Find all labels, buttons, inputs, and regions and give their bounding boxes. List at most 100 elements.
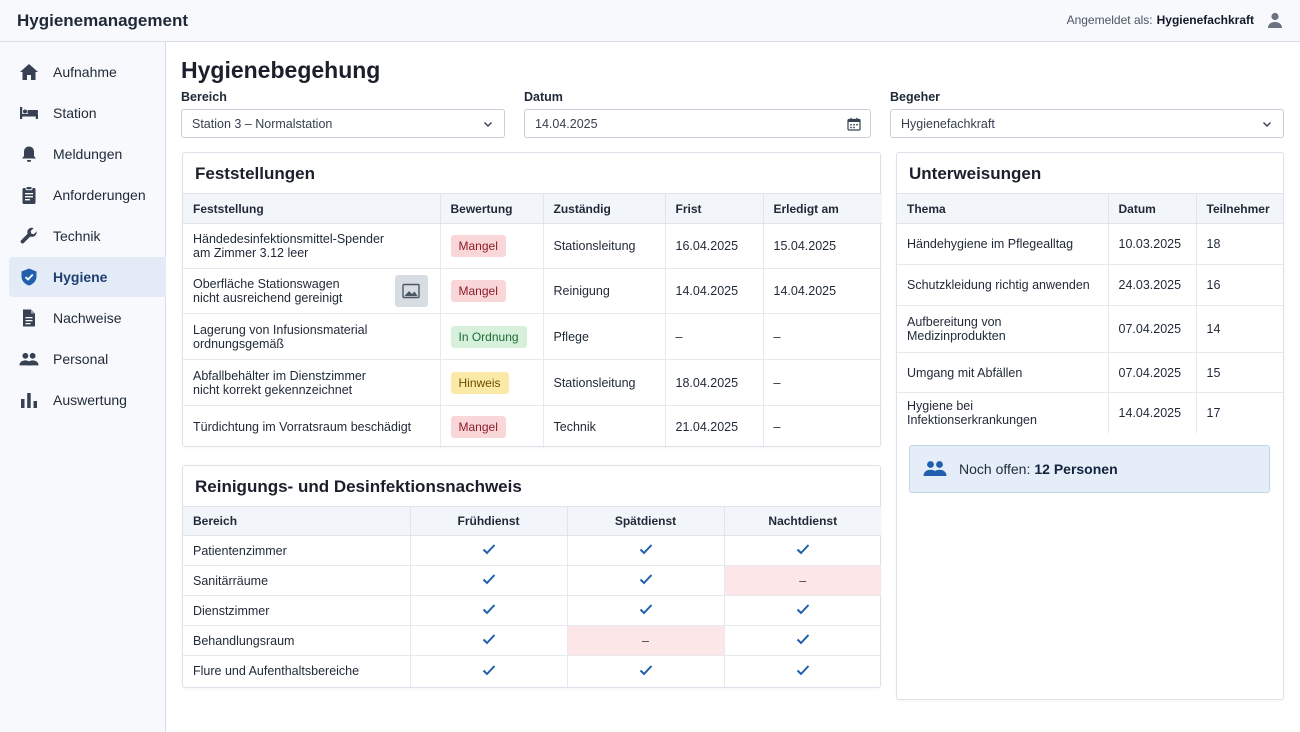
datum-value: 14.04.2025 bbox=[535, 117, 598, 131]
bed-icon bbox=[19, 103, 39, 123]
finding-text: nicht ausreichend gereinigt bbox=[193, 291, 343, 305]
check-icon bbox=[796, 665, 809, 676]
responsible-cell: Pflege bbox=[543, 313, 666, 360]
finding-text: am Zimmer 3.12 leer bbox=[193, 246, 309, 260]
done-cell: – bbox=[763, 313, 882, 360]
sidebar-item-anforderungen[interactable]: Anforderungen bbox=[9, 175, 166, 215]
area-cell: Behandlungsraum bbox=[183, 625, 411, 656]
finding-text: Türdichtung im Vorratsraum beschädigt bbox=[193, 419, 412, 434]
begeher-value: Hygienefachkraft bbox=[901, 117, 995, 131]
shield-icon bbox=[19, 267, 39, 287]
user-info[interactable]: Angemeldet als: Hygienefachkraft bbox=[1067, 11, 1284, 29]
topic-text: Schutzkleidung richtig anwenden bbox=[907, 278, 1090, 292]
deadline-cell: 16.04.2025 bbox=[665, 223, 764, 269]
status-badge: Hinweis bbox=[450, 371, 509, 394]
check-cell[interactable] bbox=[410, 595, 568, 626]
calendar-icon[interactable] bbox=[847, 117, 861, 131]
date-cell: 24.03.2025 bbox=[1108, 264, 1197, 306]
feststellungen-card: Feststellungen Feststellung Bewertung Zu… bbox=[182, 152, 882, 448]
check-cell[interactable] bbox=[410, 565, 568, 596]
people-icon bbox=[19, 349, 39, 369]
table-row[interactable]: Umgang mit Abfällen 07.04.2025 15 bbox=[897, 352, 1283, 393]
chevron-down-icon bbox=[481, 117, 495, 131]
missing-cell[interactable]: – bbox=[724, 565, 881, 596]
feststellungen-table: Feststellung Bewertung Zuständig Frist E… bbox=[183, 193, 882, 448]
table-row: Patientenzimmer bbox=[183, 535, 881, 566]
date-cell: 14.04.2025 bbox=[1108, 392, 1197, 433]
sidebar-item-aufnahme[interactable]: Aufnahme bbox=[9, 52, 166, 92]
header-bewertung[interactable]: Bewertung bbox=[440, 193, 544, 224]
table-row[interactable]: Händedesinfektionsmittel-Spender am Zimme… bbox=[183, 223, 882, 269]
topic-text: Händehygiene im Pflegealltag bbox=[907, 237, 1074, 251]
header-datum[interactable]: Datum bbox=[1108, 193, 1197, 224]
table-row: Flure und Aufenthaltsbereiche bbox=[183, 655, 881, 687]
table-row[interactable]: Abfallbehälter im Dienstzimmer nicht korr… bbox=[183, 359, 882, 406]
check-cell[interactable] bbox=[724, 535, 881, 566]
unterweisungen-title: Unterweisungen bbox=[909, 164, 1042, 183]
done-cell: – bbox=[763, 359, 882, 406]
table-row[interactable]: Schutzkleidung richtig anwenden 24.03.20… bbox=[897, 264, 1283, 306]
user-icon[interactable] bbox=[1266, 11, 1284, 29]
table-row[interactable]: Türdichtung im Vorratsraum beschädigt Ma… bbox=[183, 405, 882, 448]
table-row: Behandlungsraum – bbox=[183, 625, 881, 656]
missing-cell[interactable]: – bbox=[567, 625, 725, 656]
sidebar: Aufnahme Station Meldungen Anforderungen… bbox=[0, 42, 166, 732]
sidebar-item-label: Anforderungen bbox=[53, 187, 146, 203]
header-thema[interactable]: Thema bbox=[897, 193, 1109, 224]
sidebar-item-label: Personal bbox=[53, 351, 109, 367]
begeher-select[interactable]: Hygienefachkraft bbox=[890, 109, 1284, 138]
deadline-cell: – bbox=[665, 313, 764, 360]
unterweisungen-card: Unterweisungen Thema Datum Teilnehmer Hä… bbox=[896, 152, 1284, 700]
table-row[interactable]: Aufbereitung von Medizinprodukten 07.04.2… bbox=[897, 305, 1283, 353]
header-frist[interactable]: Frist bbox=[665, 193, 764, 224]
sidebar-item-auswertung[interactable]: Auswertung bbox=[9, 380, 166, 420]
sidebar-item-hygiene[interactable]: Hygiene bbox=[9, 257, 166, 297]
header-nachtdienst: Nachtdienst bbox=[724, 506, 881, 536]
header-teilnehmer[interactable]: Teilnehmer bbox=[1196, 193, 1283, 224]
date-cell: 07.04.2025 bbox=[1108, 352, 1197, 393]
table-row[interactable]: Oberfläche Stationswagen nicht ausreichen… bbox=[183, 268, 882, 314]
datum-input[interactable]: 14.04.2025 bbox=[524, 109, 871, 138]
table-row[interactable]: Hygiene bei Infektionserkrankungen 14.04… bbox=[897, 392, 1283, 433]
table-row[interactable]: Händehygiene im Pflegealltag 10.03.2025 … bbox=[897, 223, 1283, 265]
check-cell[interactable] bbox=[567, 535, 725, 566]
check-cell[interactable] bbox=[724, 595, 881, 626]
responsible-cell: Reinigung bbox=[543, 268, 666, 314]
check-cell[interactable] bbox=[724, 625, 881, 656]
check-icon bbox=[482, 574, 495, 585]
begeher-label: Begeher bbox=[890, 90, 941, 104]
finding-text: Händedesinfektionsmittel-Spender bbox=[193, 232, 385, 246]
check-icon bbox=[639, 604, 652, 615]
check-cell[interactable] bbox=[567, 565, 725, 596]
sidebar-item-label: Nachweise bbox=[53, 310, 122, 326]
image-attachment-button[interactable] bbox=[394, 275, 428, 307]
reinigung-card: Reinigungs- und Desinfektionsnachweis Be… bbox=[182, 465, 881, 688]
status-badge: Mangel bbox=[450, 415, 506, 438]
sidebar-item-meldungen[interactable]: Meldungen bbox=[9, 134, 166, 174]
bar-chart-icon bbox=[19, 390, 39, 410]
check-cell[interactable] bbox=[724, 656, 881, 687]
sidebar-item-nachweise[interactable]: Nachweise bbox=[9, 298, 166, 338]
header-erledigt-am[interactable]: Erledigt am bbox=[763, 193, 882, 224]
check-cell[interactable] bbox=[567, 655, 725, 687]
feststellungen-title: Feststellungen bbox=[195, 164, 315, 183]
header-fruehdienst: Frühdienst bbox=[410, 506, 568, 536]
table-row[interactable]: Lagerung von Infusionsmaterial ordnungsge… bbox=[183, 313, 882, 360]
check-cell[interactable] bbox=[410, 655, 568, 687]
status-badge: Mangel bbox=[450, 280, 506, 302]
check-cell[interactable] bbox=[410, 535, 568, 566]
sidebar-item-label: Meldungen bbox=[53, 146, 123, 162]
participants-cell: 14 bbox=[1196, 305, 1283, 353]
check-cell[interactable] bbox=[410, 625, 568, 656]
deadline-cell: 18.04.2025 bbox=[665, 359, 764, 406]
sidebar-item-station[interactable]: Station bbox=[9, 93, 166, 133]
header-feststellung[interactable]: Feststellung bbox=[183, 193, 441, 224]
status-badge: In Ordnung bbox=[450, 325, 527, 348]
sidebar-item-technik[interactable]: Technik bbox=[9, 216, 166, 256]
check-cell[interactable] bbox=[567, 595, 725, 626]
header-zustaendig[interactable]: Zuständig bbox=[543, 193, 666, 224]
sidebar-item-personal[interactable]: Personal bbox=[9, 339, 166, 379]
check-icon bbox=[482, 604, 495, 615]
document-icon bbox=[19, 308, 39, 328]
bereich-select[interactable]: Station 3 – Normalstation bbox=[181, 109, 505, 138]
